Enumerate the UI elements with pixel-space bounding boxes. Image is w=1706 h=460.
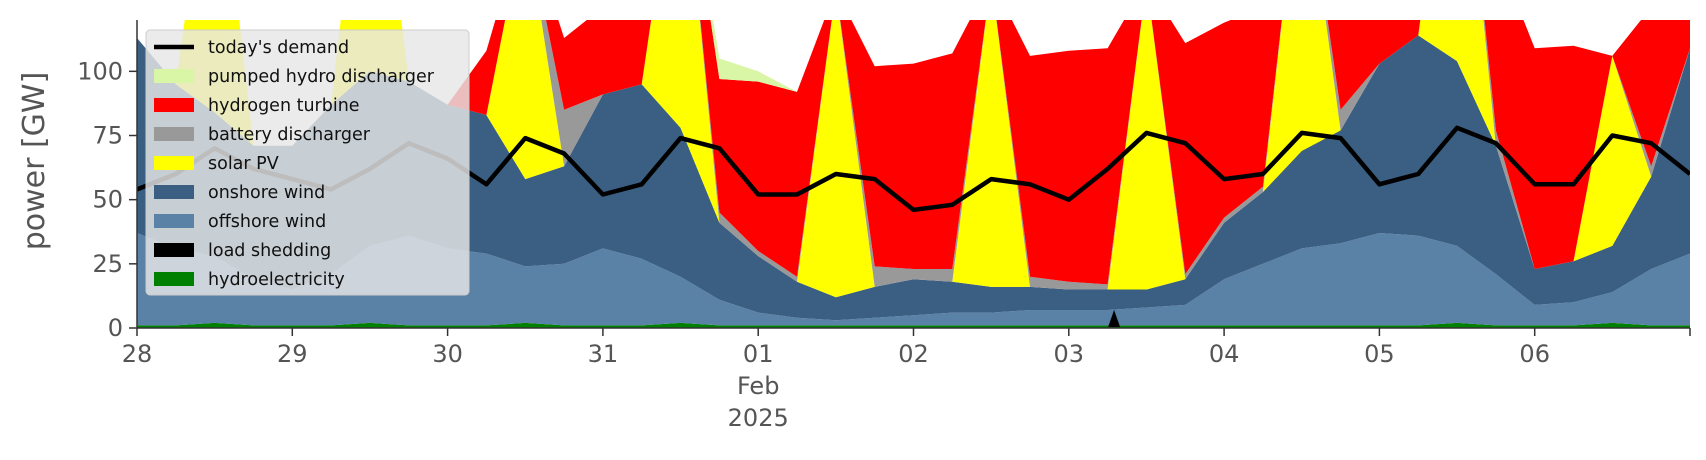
x-tick-label: 01 [743,340,774,368]
load-shedding-marker [1108,310,1121,327]
legend-label-pumped-hydro-discharger: pumped hydro discharger [208,67,435,87]
legend-label-today-s-demand: today's demand [208,38,349,58]
y-tick-label: 50 [92,186,123,214]
x-tick-label: 04 [1209,340,1240,368]
legend-swatch-battery-discharger [154,127,194,141]
legend-label-battery-discharger: battery discharger [208,125,371,145]
area-hydroelectricity [137,322,1690,328]
legend-label-solar-pv: solar PV [208,154,279,174]
markers [1108,310,1121,327]
axes: 0 25 50 75 100 28 29 30 31 01 Feb 2025 02 03 04 05 06 [77,20,1691,432]
legend-swatch-solar-pv [154,156,194,170]
legend-swatch-pumped-hydro-discharger [154,69,194,83]
legend-swatch-load-shedding [154,243,194,257]
x-tick-label: 02 [898,340,929,368]
area-hydrogen-turbine [137,20,1690,285]
x-tick-label: 03 [1054,340,1085,368]
legend-swatch-hydroelectricity [154,272,194,286]
area-onshore-wind [137,35,1690,321]
legend-swatch-onshore-wind [154,185,194,199]
x-tick-month-label: Feb [737,372,780,400]
x-tick-label: 31 [588,340,619,368]
legend-swatch-offshore-wind [154,214,194,228]
area-solar-pv [137,20,1690,298]
x-tick-label: 06 [1519,340,1550,368]
legend-label-offshore-wind: offshore wind [208,212,326,232]
legend: today's demand pumped hydro discharger hyd… [145,29,470,296]
legend-swatch-hydrogen-turbine [154,98,194,112]
y-tick-label: 25 [92,250,123,278]
legend-label-hydroelectricity: hydroelectricity [208,270,345,290]
legend-box [145,29,470,296]
legend-label-hydrogen-turbine: hydrogen turbine [208,96,360,116]
x-tick-label: 05 [1364,340,1395,368]
area-offshore-wind [137,233,1690,326]
legend-label-load-shedding: load shedding [208,241,331,261]
y-tick-label: 0 [108,314,123,342]
stacked-areas [137,20,1690,328]
legend-label-onshore-wind: onshore wind [208,183,325,203]
y-axis-label: power [GW] [17,72,52,251]
x-tick-label: 30 [432,340,463,368]
y-tick-label: 100 [77,57,123,85]
x-tick-label: 28 [122,340,153,368]
y-tick-label: 75 [92,122,123,150]
x-tick-year-label: 2025 [728,404,789,432]
x-tick-label: 29 [277,340,308,368]
